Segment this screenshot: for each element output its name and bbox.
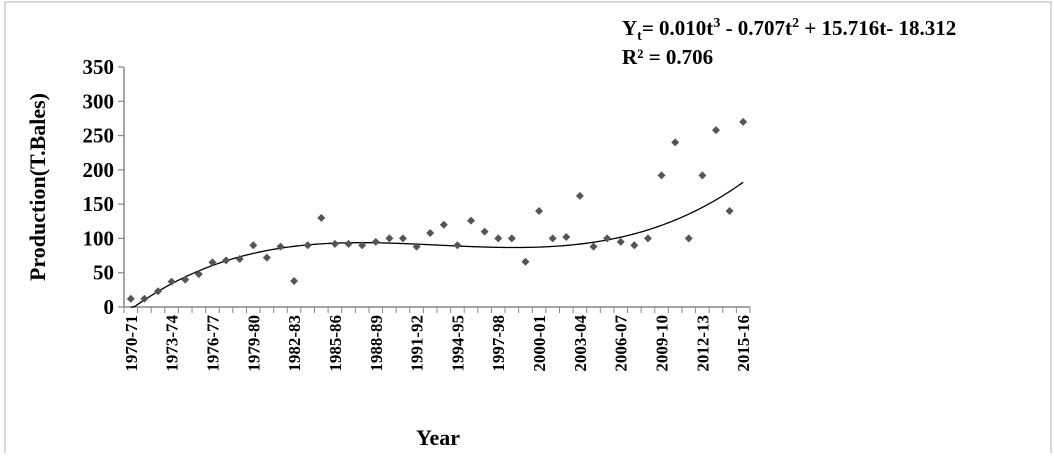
y-tick-label: 50	[93, 261, 114, 285]
x-tick-label: 1976-77	[203, 315, 222, 372]
x-tick-label: 1979-80	[244, 315, 263, 372]
data-point	[181, 275, 190, 284]
data-point	[657, 171, 666, 180]
x-tick-label: 2003-04	[571, 315, 590, 372]
x-tick-label: 1970-71	[122, 315, 141, 372]
x-tick-label: 2012-13	[693, 315, 712, 372]
data-point	[507, 234, 516, 243]
data-point	[398, 234, 407, 243]
data-point	[249, 241, 258, 250]
data-point	[575, 191, 584, 200]
data-points	[126, 117, 748, 303]
eq-lhs: Y	[622, 16, 637, 40]
x-tick-label: 1982-83	[285, 315, 304, 372]
data-point	[725, 207, 734, 215]
data-point	[290, 276, 299, 285]
data-point	[235, 255, 244, 263]
data-point	[467, 216, 476, 225]
data-point	[412, 242, 421, 251]
data-point	[276, 242, 285, 251]
x-tick-label: 1988-89	[367, 315, 386, 372]
data-point	[603, 234, 612, 243]
data-point	[616, 237, 625, 246]
data-point	[330, 239, 339, 248]
y-tick-label: 100	[83, 226, 115, 250]
data-point	[154, 287, 163, 296]
x-tick-label: 2006-07	[612, 315, 631, 372]
data-point	[453, 241, 462, 250]
data-point	[630, 241, 639, 250]
eq-p1: = 0.010t	[642, 16, 713, 40]
y-ticks: 0 50 100 150 200 250 300 350	[83, 55, 124, 319]
data-point	[643, 234, 652, 243]
y-tick-label: 0	[104, 295, 115, 319]
y-tick-label: 250	[83, 124, 115, 148]
data-point	[140, 294, 149, 303]
x-tick-label: 1973-74	[163, 315, 182, 372]
x-tick-label: 1985-86	[326, 315, 345, 372]
eq-sub: t	[637, 29, 642, 44]
data-point	[698, 171, 707, 180]
data-point	[711, 126, 720, 135]
data-point	[358, 241, 367, 250]
y-tick-label: 200	[83, 158, 115, 182]
data-point	[262, 253, 271, 262]
data-point	[589, 242, 598, 251]
data-point	[739, 117, 748, 126]
eq-p2: - 0.707t	[720, 16, 792, 40]
x-ticks: 1970-71 1973-74 1976-77 1979-80 1982-83 1985-…	[122, 307, 753, 372]
x-tick-label: 2015-16	[734, 315, 753, 372]
data-point	[480, 227, 489, 236]
data-point	[439, 220, 448, 229]
data-point	[194, 270, 203, 279]
y-tick-label: 300	[83, 89, 115, 113]
data-point	[548, 234, 557, 243]
data-point	[562, 233, 571, 242]
data-point	[208, 258, 217, 267]
x-tick-label: 1997-98	[489, 315, 508, 372]
data-point	[303, 241, 312, 250]
data-point	[385, 234, 394, 243]
y-tick-label: 150	[83, 192, 115, 216]
y-tick-label: 350	[83, 55, 115, 79]
data-point	[126, 294, 135, 303]
data-point	[535, 207, 544, 215]
eq-sup2: 2	[792, 16, 799, 31]
data-point	[494, 234, 503, 243]
trendline	[130, 181, 744, 308]
x-tick-label: 1994-95	[448, 315, 467, 372]
data-point	[222, 256, 231, 265]
data-point	[671, 138, 680, 147]
data-point	[167, 277, 176, 286]
eq-sup1: 3	[713, 16, 720, 31]
trendline-group	[130, 181, 744, 308]
x-tick-label: 1991-92	[408, 315, 427, 372]
r-squared-label: R² = 0.706	[622, 45, 713, 69]
data-point	[317, 213, 326, 222]
chart-border	[4, 1, 1052, 458]
x-tick-label: 2009-10	[653, 315, 672, 372]
x-tick-label: 2000-01	[530, 315, 549, 372]
data-point	[344, 239, 353, 248]
data-point	[684, 234, 693, 243]
eq-p3: + 15.716t- 18.312	[799, 16, 956, 40]
trend-equation: Yt= 0.010t3 - 0.707t2 + 15.716t- 18.312	[622, 16, 956, 44]
data-point	[371, 237, 380, 246]
data-point	[521, 257, 530, 266]
data-point	[426, 228, 435, 237]
y-axis-title: Production(T.Bales)	[25, 93, 50, 281]
x-axis-title: Year	[416, 425, 460, 450]
